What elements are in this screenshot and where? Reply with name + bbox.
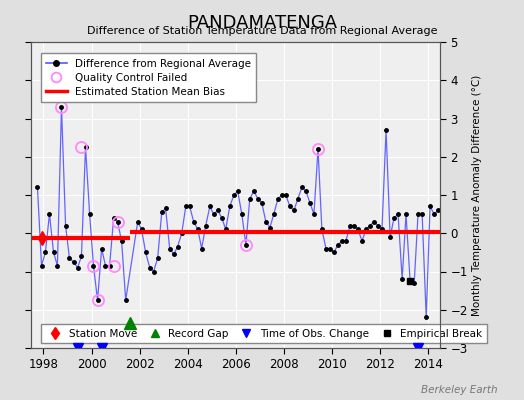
Text: PANDAMATENGA: PANDAMATENGA bbox=[187, 14, 337, 32]
Y-axis label: Monthly Temperature Anomaly Difference (°C): Monthly Temperature Anomaly Difference (… bbox=[472, 74, 482, 316]
Text: Difference of Station Temperature Data from Regional Average: Difference of Station Temperature Data f… bbox=[87, 26, 437, 36]
Legend: Station Move, Record Gap, Time of Obs. Change, Empirical Break: Station Move, Record Gap, Time of Obs. C… bbox=[41, 324, 486, 343]
Text: Berkeley Earth: Berkeley Earth bbox=[421, 385, 498, 395]
